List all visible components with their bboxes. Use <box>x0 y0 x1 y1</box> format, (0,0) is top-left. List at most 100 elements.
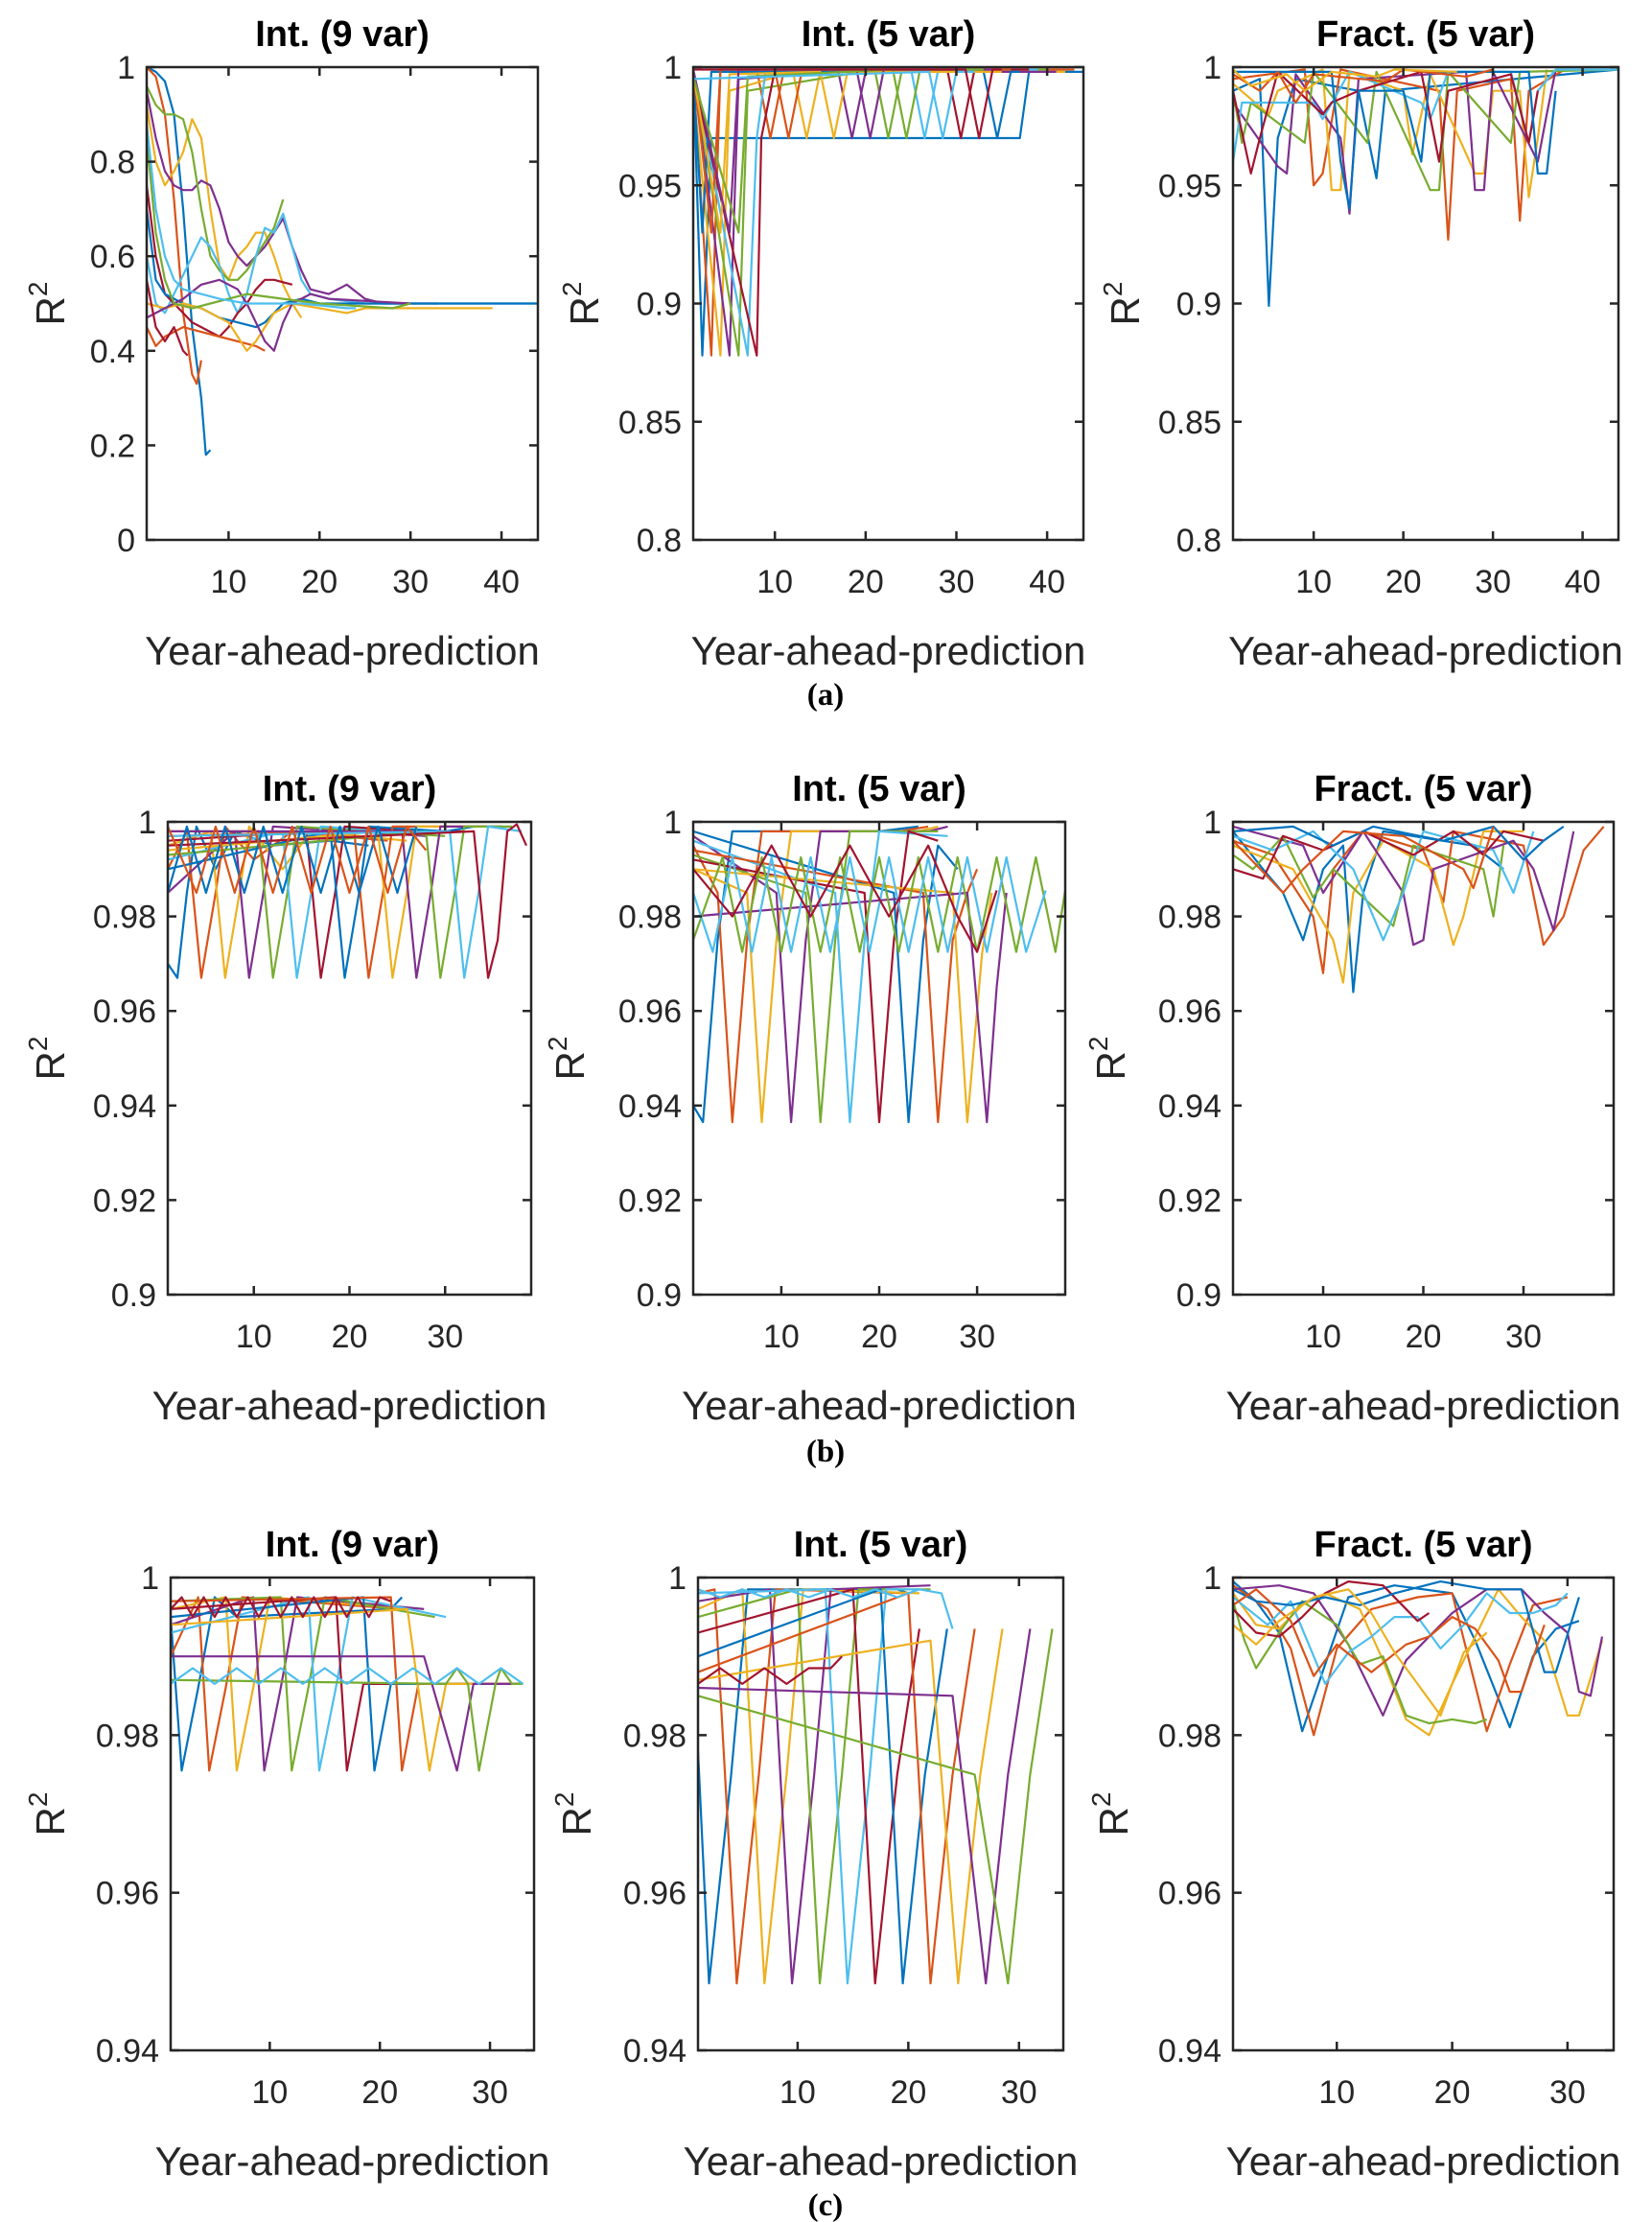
x-tick-label: 10 <box>756 564 793 600</box>
x-axis-label: Year-ahead-prediction <box>152 1383 547 1428</box>
y-tick-label: 0.8 <box>637 523 682 559</box>
y-axis-label-base: R <box>28 1807 73 1836</box>
y-tick-label: 0.94 <box>1158 2033 1222 2070</box>
y-tick-label: 0.96 <box>1158 994 1222 1030</box>
y-tick-label: 0.8 <box>1176 523 1222 559</box>
y-axis-label: R2 <box>557 282 607 326</box>
subplot-title: Fract. (5 var) <box>1316 14 1535 55</box>
y-tick-label: 0.92 <box>93 1182 156 1219</box>
series-line <box>693 855 1065 953</box>
y-tick-label: 1 <box>668 1560 686 1597</box>
panel-caption: (b) <box>806 1435 845 1469</box>
y-axis-label: R2 <box>1098 282 1148 326</box>
series-line <box>147 185 293 339</box>
y-tick-label: 1 <box>138 805 156 841</box>
subplot: 0.94 0.96 0.98 1 10 20 30 Int. (5 var) Year-ahea… <box>549 1525 1078 2184</box>
x-tick-label: 10 <box>1305 1319 1341 1355</box>
y-axis-label: R2 <box>23 282 73 326</box>
y-axis-label-base: R <box>28 296 73 325</box>
y-axis-label-superscript: 2 <box>1086 1792 1116 1808</box>
subplot-title: Int. (9 var) <box>255 14 430 55</box>
y-axis-label-base: R <box>1103 296 1148 325</box>
series-line <box>693 830 959 1124</box>
series-group <box>698 1584 1054 1985</box>
series-line <box>698 1588 948 1985</box>
subplot: 0.94 0.96 0.98 1 10 20 30 Fract. (5 var) Year-ah… <box>1086 1525 1620 2184</box>
series-line <box>171 1596 392 1619</box>
y-tick-label: 0.98 <box>1158 900 1222 936</box>
x-tick-label: 20 <box>1385 564 1422 600</box>
y-tick-label: 0.9 <box>637 287 682 323</box>
x-tick-label: 10 <box>779 2074 816 2111</box>
y-axis-label-base: R <box>1088 1051 1133 1080</box>
y-axis-label-base: R <box>547 1051 593 1080</box>
series-line <box>147 279 189 357</box>
series-line <box>1233 825 1575 947</box>
x-axis-label: Year-ahead-prediction <box>691 628 1086 673</box>
series-line <box>147 90 438 305</box>
axes-box <box>696 1576 1065 2052</box>
series-line <box>698 1588 909 1985</box>
series-line <box>1233 68 1457 92</box>
y-axis-label: R2 <box>23 1792 73 1836</box>
y-tick-label: 0.92 <box>1158 1182 1222 1219</box>
series-line <box>1233 1588 1546 1694</box>
x-tick-label: 30 <box>1001 2074 1037 2111</box>
y-axis-label: R2 <box>549 1792 599 1836</box>
y-axis-label-base: R <box>562 296 607 325</box>
y-tick-label: 0.9 <box>111 1277 156 1314</box>
x-tick-label: 20 <box>332 1319 368 1355</box>
series-line <box>1233 1579 1431 1638</box>
series-line <box>147 105 303 318</box>
series-group <box>171 1596 524 1772</box>
x-tick-label: 20 <box>301 564 337 600</box>
series-line <box>1233 1588 1604 1737</box>
series-line <box>1233 68 1548 199</box>
series-group <box>693 825 1065 1124</box>
axes-box <box>145 65 540 542</box>
y-tick-label: 0.98 <box>618 900 682 936</box>
subplot-title: Int. (5 var) <box>794 1525 968 1565</box>
series-line <box>693 830 948 1124</box>
series-line <box>693 844 998 953</box>
x-tick-label: 30 <box>1505 1319 1542 1355</box>
y-tick-label: 0.98 <box>623 1718 686 1754</box>
y-tick-label: 0.94 <box>93 1088 156 1125</box>
series-line <box>698 1628 1032 1985</box>
axes-box <box>1231 820 1616 1297</box>
series-line <box>1233 1600 1488 1725</box>
series-line <box>168 825 388 979</box>
y-tick-label: 0 <box>117 523 135 559</box>
series-line <box>698 1588 931 1985</box>
subplot: 0.8 0.85 0.9 0.95 1 10 20 30 40 Fract. (5 var) Yea… <box>1098 14 1623 673</box>
subplot-title: Int. (5 var) <box>792 769 966 809</box>
x-tick-label: 20 <box>1406 1319 1442 1355</box>
x-tick-label: 10 <box>236 1319 272 1355</box>
subplot-title: Int. (9 var) <box>266 1525 440 1565</box>
panel-caption: (c) <box>808 2188 844 2222</box>
series-line <box>693 868 993 1124</box>
x-tick-label: 20 <box>848 564 884 600</box>
y-axis-label-base: R <box>1091 1807 1136 1836</box>
x-tick-label: 20 <box>890 2074 926 2111</box>
series-line <box>698 1588 954 1629</box>
series-line <box>693 68 1002 140</box>
x-tick-label: 30 <box>392 564 429 600</box>
y-tick-label: 0.96 <box>1158 1876 1222 1912</box>
y-axis-label-superscript: 2 <box>1098 282 1128 297</box>
x-axis-label: Year-ahead-prediction <box>145 628 540 673</box>
series-line <box>1233 1588 1488 1717</box>
y-axis-label-superscript: 2 <box>549 1792 579 1808</box>
x-tick-label: 30 <box>1549 2074 1586 2111</box>
y-tick-label: 0.9 <box>637 1277 682 1314</box>
y-axis-label-base: R <box>28 1051 73 1080</box>
panel-caption: (a) <box>807 678 844 713</box>
axes-box <box>691 820 1067 1297</box>
series-line <box>168 823 528 979</box>
y-tick-label: 0.94 <box>623 2033 686 2070</box>
y-tick-label: 0.96 <box>623 1876 686 1912</box>
y-tick-label: 0.96 <box>618 994 682 1030</box>
series-line <box>698 1628 1054 1985</box>
series-group <box>693 68 1083 357</box>
x-tick-label: 10 <box>763 1319 800 1355</box>
